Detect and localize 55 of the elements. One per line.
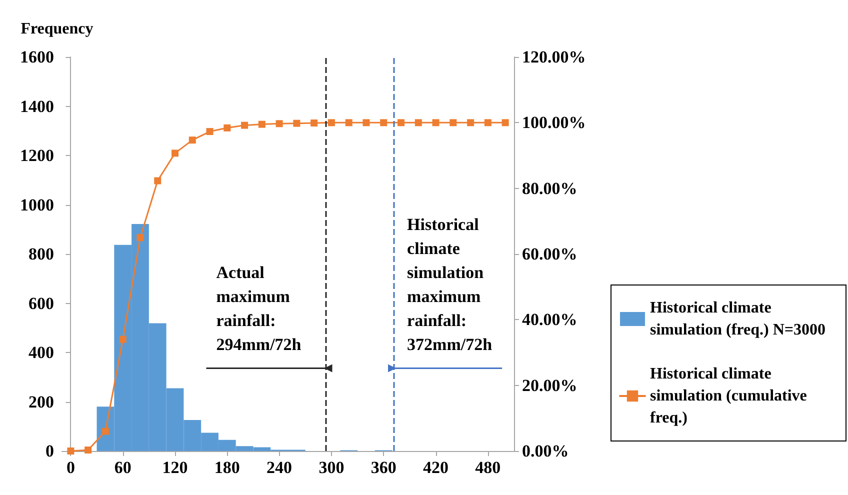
y2-tick-label: 40.00% <box>522 310 578 330</box>
ref-line-label: Historical climate simulation maximum rainfall: 372mm/72h <box>407 214 493 354</box>
y-tick-label: 400 <box>28 343 54 362</box>
point <box>484 119 492 126</box>
point <box>136 234 144 242</box>
y-tick-label: 0 <box>46 442 54 460</box>
y2-tick-label: 80.00% <box>522 178 578 198</box>
x-tick-label: 300 <box>318 458 344 477</box>
point <box>432 119 440 126</box>
y-tick-label: 1600 <box>20 48 54 66</box>
legend-label: Historical climate simulation (cumulative freq.) <box>650 366 811 426</box>
point <box>398 119 404 126</box>
point <box>258 120 266 128</box>
point <box>293 120 300 127</box>
point <box>119 336 126 343</box>
point <box>362 119 370 126</box>
x-tick-label: 0 <box>66 458 75 477</box>
y-tick-label: 800 <box>28 244 54 264</box>
point <box>450 119 457 126</box>
y2-tick-label: 100.00% <box>522 113 586 132</box>
point <box>188 136 196 144</box>
x-tick-label: 240 <box>266 458 292 477</box>
point <box>310 119 318 126</box>
y-tick-label: 1400 <box>20 96 54 116</box>
x-tick-label: 60 <box>114 458 132 477</box>
y2-tick-label: 0.00% <box>522 442 569 460</box>
x-tick-label: 360 <box>370 458 396 477</box>
legend-label: Historical climate simulation (freq.) N=3000 <box>650 300 826 338</box>
point <box>224 124 231 132</box>
point <box>206 128 214 136</box>
point <box>467 119 474 126</box>
y-tick-label: 200 <box>28 392 54 412</box>
point <box>276 120 283 128</box>
point <box>328 119 335 126</box>
x-tick-label: 420 <box>423 458 449 477</box>
y2-tick-label: 120.00% <box>522 48 586 66</box>
point <box>154 177 162 184</box>
point <box>414 119 422 126</box>
x-tick-label: 480 <box>475 458 501 477</box>
point <box>102 428 109 435</box>
point <box>502 119 509 126</box>
y-tick-label: 1000 <box>20 195 54 214</box>
y-axis-title: Frequency <box>20 20 94 38</box>
y2-tick-label: 60.00% <box>522 244 578 264</box>
y-tick-label: 600 <box>28 294 54 313</box>
y-tick-label: 1200 <box>20 146 54 165</box>
point <box>345 119 352 126</box>
point <box>241 122 248 129</box>
y2-tick-label: 20.00% <box>522 376 578 395</box>
point <box>172 150 178 157</box>
x-tick-label: 120 <box>162 458 188 477</box>
point <box>380 119 388 126</box>
x-tick-label: 180 <box>214 458 240 477</box>
point <box>84 446 92 454</box>
ref-line-label: Actual maximum rainfall: 294mm/72h <box>216 262 302 354</box>
